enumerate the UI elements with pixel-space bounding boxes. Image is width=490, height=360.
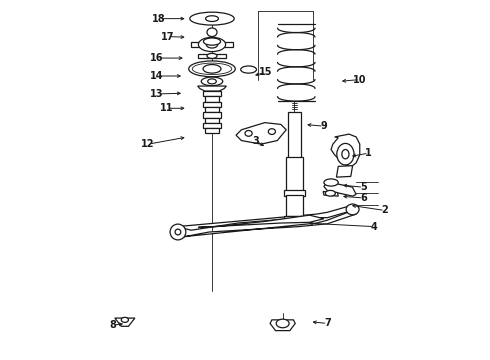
Text: 5: 5 bbox=[360, 182, 367, 192]
Ellipse shape bbox=[206, 41, 218, 48]
Ellipse shape bbox=[170, 224, 186, 240]
Ellipse shape bbox=[203, 64, 221, 73]
Text: 18: 18 bbox=[152, 14, 166, 24]
Polygon shape bbox=[177, 205, 356, 230]
Bar bbox=[286, 157, 303, 191]
Ellipse shape bbox=[205, 16, 219, 22]
Text: 13: 13 bbox=[150, 89, 164, 99]
Bar bbox=[197, 54, 226, 58]
Bar bbox=[285, 190, 304, 196]
Ellipse shape bbox=[201, 77, 223, 86]
Text: 14: 14 bbox=[150, 71, 164, 81]
Bar bbox=[203, 123, 221, 128]
Polygon shape bbox=[284, 216, 306, 218]
Text: 11: 11 bbox=[160, 103, 173, 113]
Ellipse shape bbox=[203, 38, 220, 45]
Bar bbox=[205, 117, 219, 123]
Polygon shape bbox=[323, 192, 338, 196]
Ellipse shape bbox=[122, 318, 128, 322]
Text: 7: 7 bbox=[324, 319, 331, 328]
Polygon shape bbox=[236, 123, 286, 144]
Ellipse shape bbox=[346, 204, 359, 215]
Bar bbox=[205, 107, 219, 112]
Polygon shape bbox=[198, 215, 324, 227]
Polygon shape bbox=[197, 86, 226, 91]
Text: 3: 3 bbox=[252, 136, 259, 145]
Ellipse shape bbox=[325, 190, 335, 196]
Text: 6: 6 bbox=[360, 193, 367, 203]
Ellipse shape bbox=[190, 12, 234, 25]
Ellipse shape bbox=[198, 37, 225, 51]
Bar bbox=[203, 112, 221, 117]
Text: 15: 15 bbox=[259, 67, 272, 77]
Text: 1: 1 bbox=[366, 148, 372, 158]
Ellipse shape bbox=[269, 129, 275, 134]
Polygon shape bbox=[270, 320, 295, 330]
Ellipse shape bbox=[337, 143, 354, 165]
Polygon shape bbox=[331, 134, 360, 166]
Ellipse shape bbox=[189, 61, 235, 77]
Ellipse shape bbox=[175, 229, 181, 235]
Text: 4: 4 bbox=[371, 222, 377, 231]
Text: 10: 10 bbox=[353, 75, 367, 85]
Text: 12: 12 bbox=[142, 139, 155, 149]
Ellipse shape bbox=[342, 149, 349, 159]
Ellipse shape bbox=[208, 79, 216, 84]
Bar bbox=[203, 102, 221, 107]
Text: 16: 16 bbox=[150, 53, 164, 63]
Polygon shape bbox=[337, 166, 353, 177]
Ellipse shape bbox=[245, 131, 252, 136]
Bar bbox=[286, 195, 303, 216]
Bar bbox=[203, 91, 221, 96]
Text: 8: 8 bbox=[109, 320, 116, 330]
Polygon shape bbox=[324, 182, 356, 196]
Polygon shape bbox=[115, 318, 135, 326]
Text: 9: 9 bbox=[320, 121, 327, 131]
Text: 2: 2 bbox=[382, 206, 388, 216]
Bar bbox=[288, 112, 301, 158]
Ellipse shape bbox=[207, 28, 217, 37]
Bar bbox=[191, 41, 233, 47]
Ellipse shape bbox=[324, 179, 338, 186]
Bar bbox=[205, 128, 219, 134]
Bar bbox=[205, 96, 219, 102]
Text: 17: 17 bbox=[161, 32, 174, 41]
Polygon shape bbox=[172, 211, 356, 238]
Ellipse shape bbox=[241, 66, 256, 73]
Ellipse shape bbox=[207, 53, 217, 58]
Ellipse shape bbox=[276, 319, 289, 328]
